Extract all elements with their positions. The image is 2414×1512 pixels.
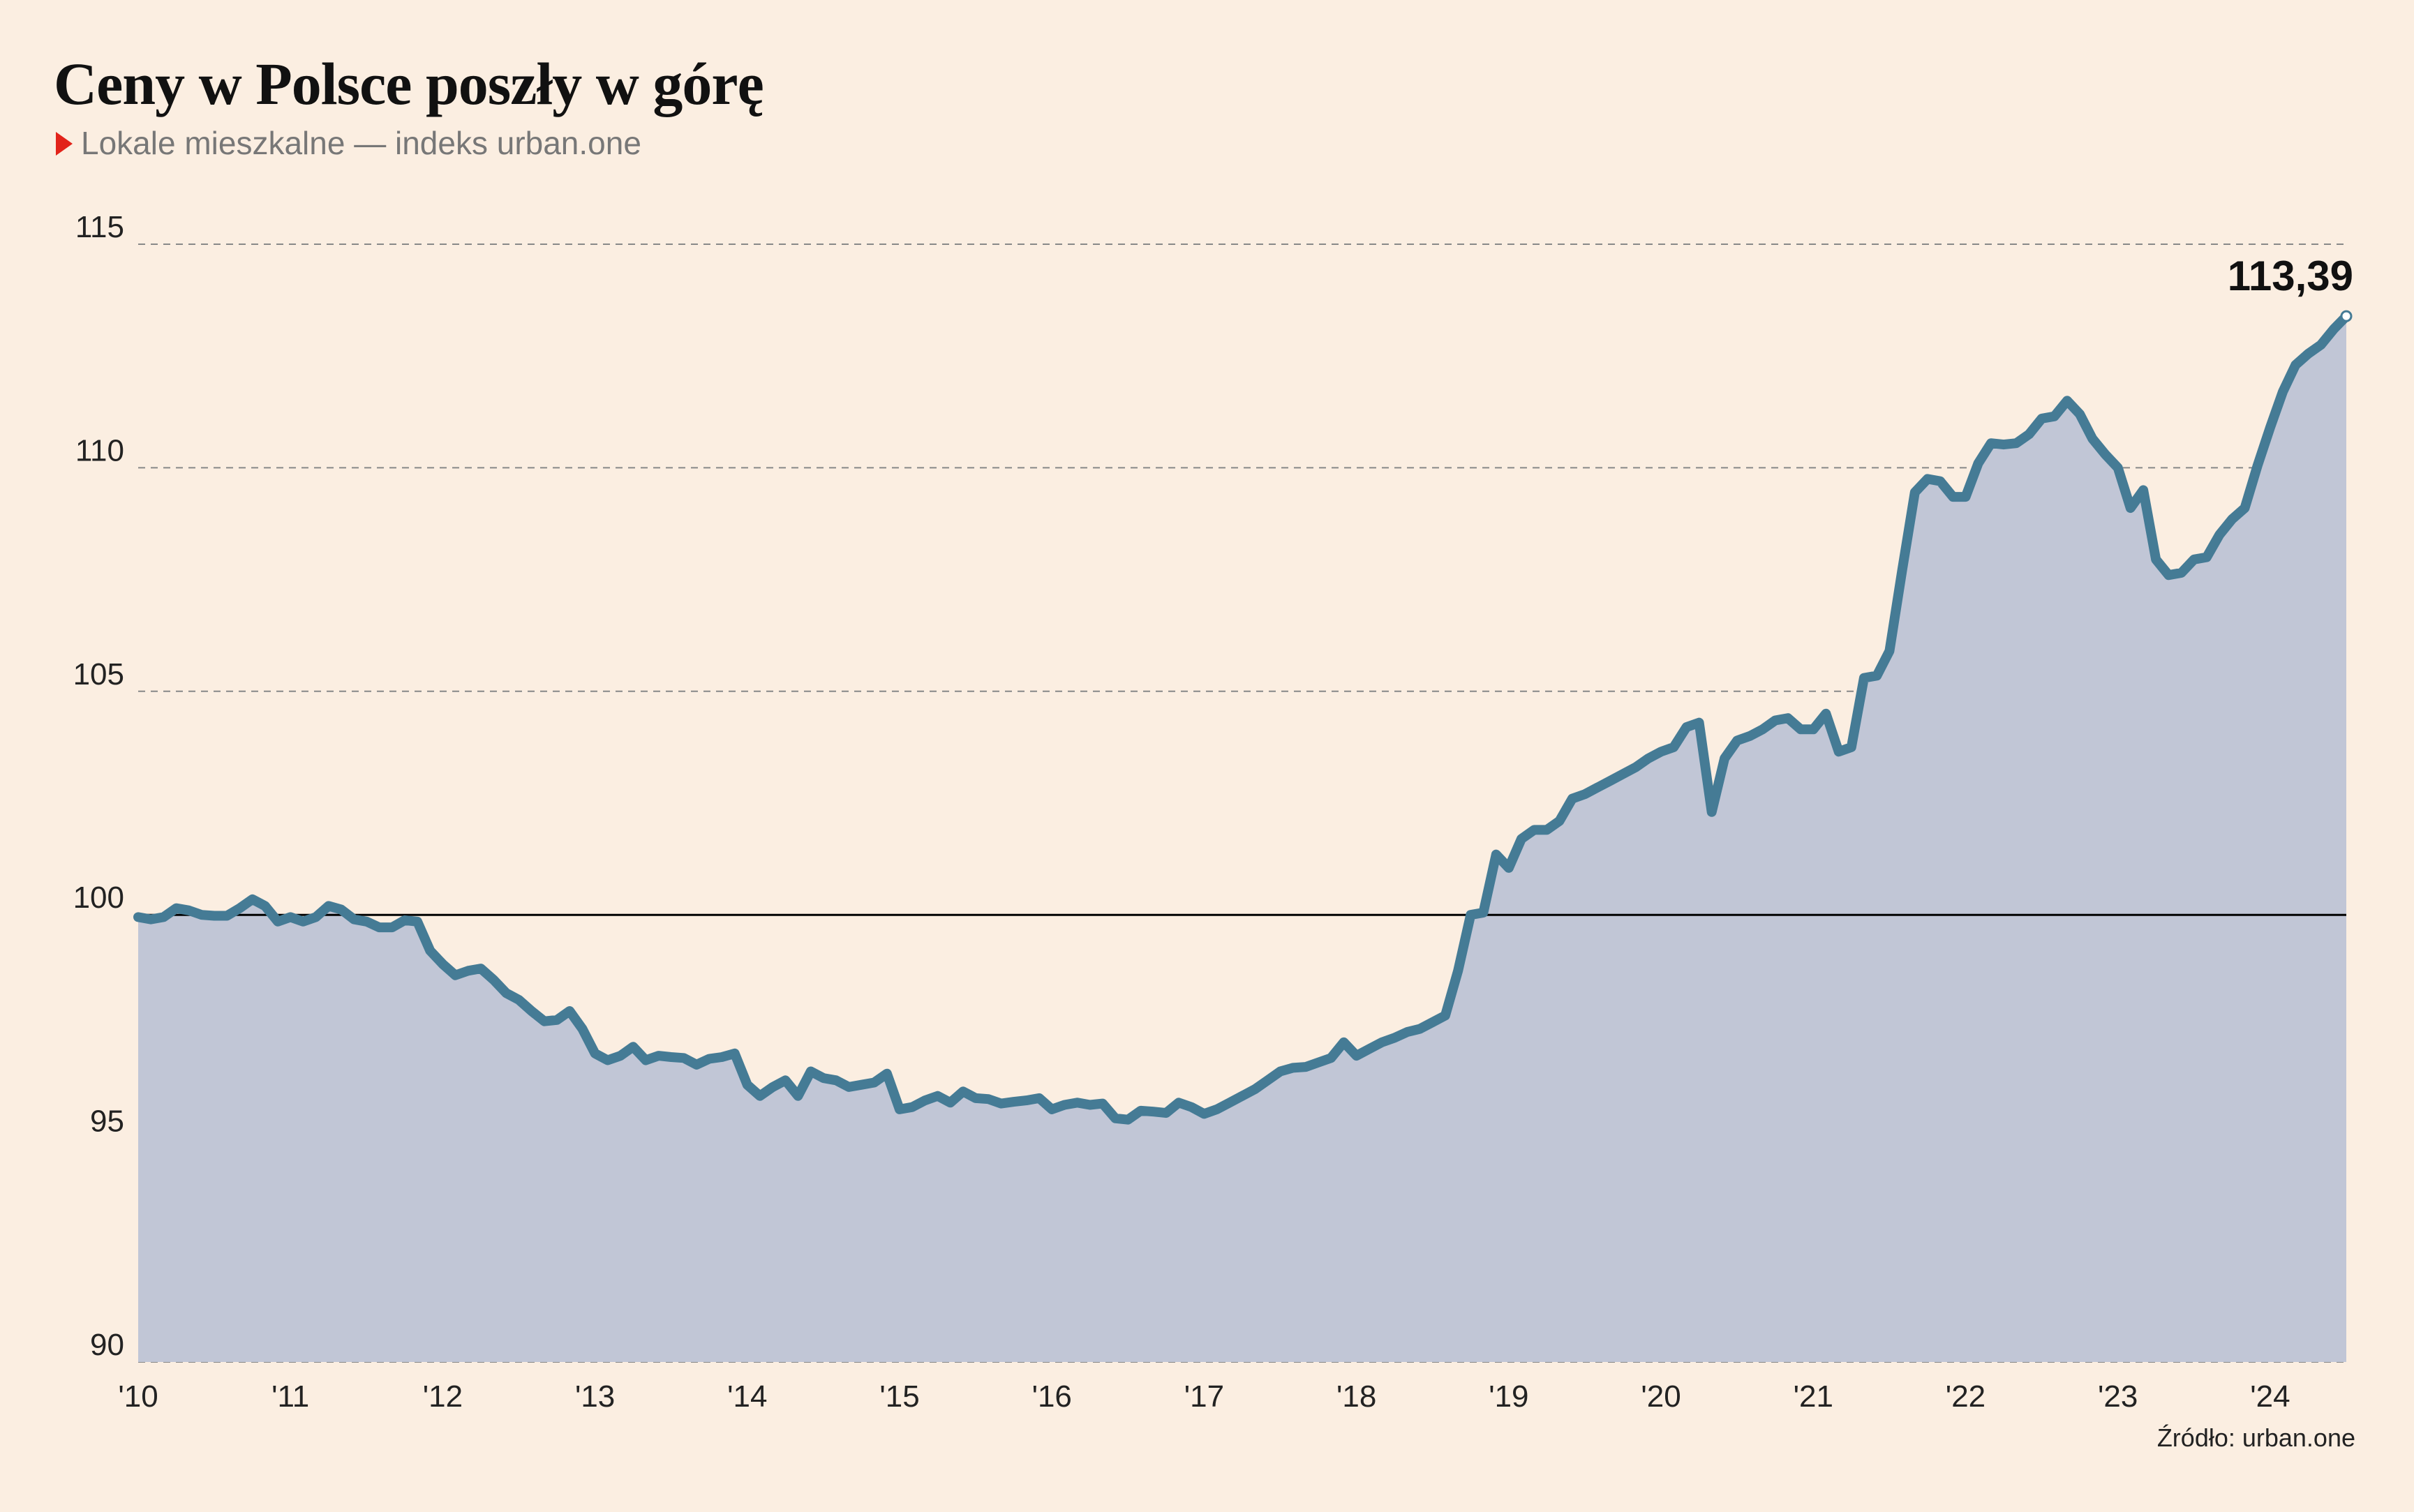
y-axis-tick-labels: 90 95 100 105 110 115 (73, 210, 124, 1362)
x-tick-label: '21 (1794, 1379, 1833, 1414)
end-point-marker (2340, 310, 2353, 322)
y-tick-label: 115 (75, 210, 124, 244)
x-tick-label: '20 (1641, 1379, 1681, 1414)
x-tick-label: '11 (271, 1379, 309, 1414)
x-tick-label: '24 (2250, 1379, 2290, 1414)
x-axis-tick-labels: '10 '11 '12 '13 '14 '15 '16 '17 '18 '19 '20 '21 '22 '… (118, 1379, 2290, 1414)
x-tick-label: '22 (1946, 1379, 1985, 1414)
chart-title: Ceny w Polsce poszły w górę (54, 50, 764, 117)
y-tick-label: 95 (90, 1105, 124, 1139)
x-tick-label: '12 (423, 1379, 463, 1414)
x-tick-label: '16 (1032, 1379, 1072, 1414)
x-tick-label: '13 (575, 1379, 615, 1414)
chart-subtitle: Lokale mieszkalne — indeks urban.one (56, 124, 641, 162)
y-tick-label: 90 (90, 1328, 124, 1362)
end-value-label: 113,39 (2228, 253, 2353, 299)
x-tick-label: '17 (1184, 1379, 1224, 1414)
y-tick-label: 100 (73, 881, 124, 915)
y-tick-label: 110 (75, 433, 124, 467)
x-tick-label: '19 (1489, 1379, 1528, 1414)
x-tick-label: '14 (727, 1379, 767, 1414)
index-line (133, 311, 2351, 1125)
x-tick-label: '23 (2098, 1379, 2138, 1414)
triangle-marker-icon (56, 132, 73, 156)
area-fill (138, 316, 2346, 1363)
y-tick-label: 105 (73, 657, 124, 691)
x-tick-label: '10 (118, 1379, 158, 1414)
x-tick-label: '15 (879, 1379, 919, 1414)
source-note: Źródło: urban.one (2156, 1423, 2355, 1452)
chart-subtitle-text: Lokale mieszkalne — indeks urban.one (81, 125, 641, 161)
end-value-label-group: 113,39 (2228, 253, 2353, 322)
x-tick-label: '18 (1336, 1379, 1376, 1414)
series-line (133, 311, 2351, 1125)
series-area (138, 316, 2346, 1363)
